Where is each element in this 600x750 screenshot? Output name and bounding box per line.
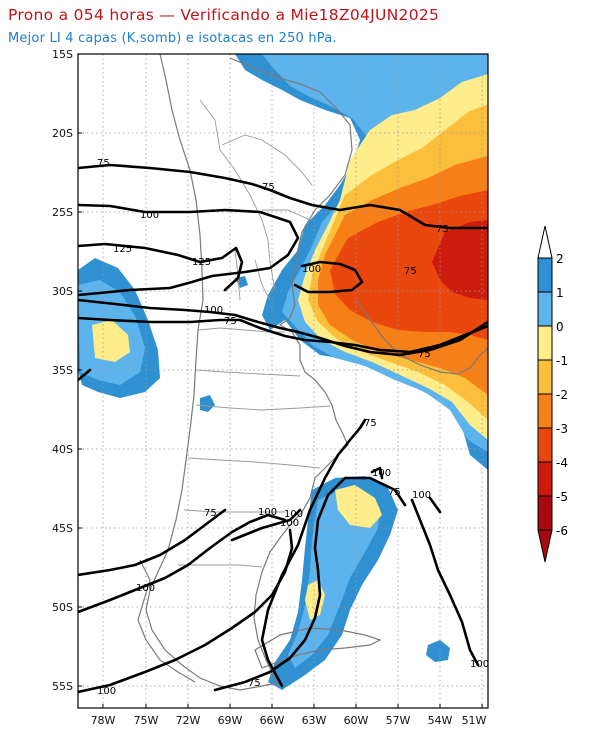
lon-label: 72W xyxy=(176,714,201,727)
lon-label: 54W xyxy=(428,714,453,727)
colorbar-swatch xyxy=(537,291,553,327)
map-frame xyxy=(77,53,489,709)
colorbar-swatch xyxy=(537,393,553,429)
lat-label: 40S xyxy=(52,443,73,456)
colorbar-label: 1 xyxy=(556,286,564,300)
borders xyxy=(178,99,331,568)
lat-label: 35S xyxy=(52,364,73,377)
isotach-label: 75 xyxy=(204,508,217,519)
isotach-label: 125 xyxy=(113,244,132,255)
isotach-labels: 75 75 100 125 125 100 100 75 75 75 75 75… xyxy=(97,158,489,697)
lon-label: 78W xyxy=(91,714,116,727)
lat-label: 15S xyxy=(52,48,73,61)
lon-label: 63W xyxy=(302,714,327,727)
coastline xyxy=(137,54,488,691)
isotach-label: 75 xyxy=(262,182,275,193)
map-title: Prono a 054 horas — Verificando a Mie18Z… xyxy=(8,6,440,24)
lon-label: 57W xyxy=(386,714,411,727)
map-area: 75 75 100 125 125 100 100 75 75 75 75 75… xyxy=(78,54,489,708)
lon-label: 51W xyxy=(462,714,487,727)
lat-label: 45S xyxy=(52,522,73,535)
colorbar-label: -2 xyxy=(556,388,568,402)
isotach-label: 100 xyxy=(140,210,159,221)
lon-label: 60W xyxy=(344,714,369,727)
isotach-label: 100 xyxy=(302,264,321,275)
isotach-label: 100 xyxy=(372,468,391,479)
map-subtitle: Mejor LI 4 capas (K,somb) e isotacas en … xyxy=(8,31,337,46)
isotach-label: 75 xyxy=(364,418,377,429)
colorbar-swatch xyxy=(537,325,553,361)
lon-ticks xyxy=(102,704,483,708)
isotach-label: 100 xyxy=(470,659,489,670)
isotach-label: 75 xyxy=(404,266,417,277)
colorbar-label: 0 xyxy=(556,320,564,334)
colorbar-swatch xyxy=(537,359,553,395)
isotach-label: 75 xyxy=(97,158,110,169)
colorbar-swatch xyxy=(537,427,553,463)
lat-label: 30S xyxy=(52,285,73,298)
isotach-label: 75 xyxy=(388,487,401,498)
colorbar-label: -1 xyxy=(556,354,568,368)
colorbar-label: -3 xyxy=(556,422,568,436)
colorbar-top-arrow xyxy=(537,225,553,259)
lon-label: 66W xyxy=(260,714,285,727)
isotach-label: 100 xyxy=(136,583,155,594)
isotach-label: 100 xyxy=(284,509,303,520)
lat-label: 50S xyxy=(52,601,73,614)
isotach-label: 100 xyxy=(97,686,116,697)
lat-label: 25S xyxy=(52,206,73,219)
colorbar-label: -6 xyxy=(556,524,568,538)
lon-label: 69W xyxy=(218,714,243,727)
isotach-label: 75 xyxy=(418,349,431,360)
colorbar-bottom-arrow xyxy=(537,529,553,563)
isotach-label: 100 xyxy=(258,507,277,518)
colorbar xyxy=(537,225,553,563)
isotach-contours xyxy=(78,163,488,694)
colorbar-label: -5 xyxy=(556,490,568,504)
colorbar-swatch xyxy=(537,461,553,497)
lat-ticks xyxy=(78,53,82,687)
colorbar-swatch xyxy=(537,257,553,293)
colorbar-labels: 2 1 0 -1 -2 -3 -4 -5 -6 xyxy=(556,252,568,538)
lat-label: 20S xyxy=(52,127,73,140)
isotach-label: 75 xyxy=(248,678,261,689)
isotach-label: 100 xyxy=(280,518,299,529)
isotach-label: 75 xyxy=(224,316,237,327)
isotach-label: 100 xyxy=(204,305,223,316)
lon-labels: 78W 75W 72W 69W 66W 63W 60W 57W 54W 51W xyxy=(91,714,487,727)
lon-label: 75W xyxy=(134,714,159,727)
lat-label: 55S xyxy=(52,680,73,693)
li-shading-south xyxy=(200,276,450,690)
colorbar-label: 2 xyxy=(556,252,564,266)
colorbar-swatch xyxy=(537,495,553,531)
isotach-label: 100 xyxy=(412,490,431,501)
lat-labels: 15S 20S 25S 30S 35S 40S 45S 50S 55S xyxy=(52,48,73,693)
isotach-label: 125 xyxy=(192,257,211,268)
colorbar-label: -4 xyxy=(556,456,568,470)
isotach-label: 75 xyxy=(436,224,449,235)
